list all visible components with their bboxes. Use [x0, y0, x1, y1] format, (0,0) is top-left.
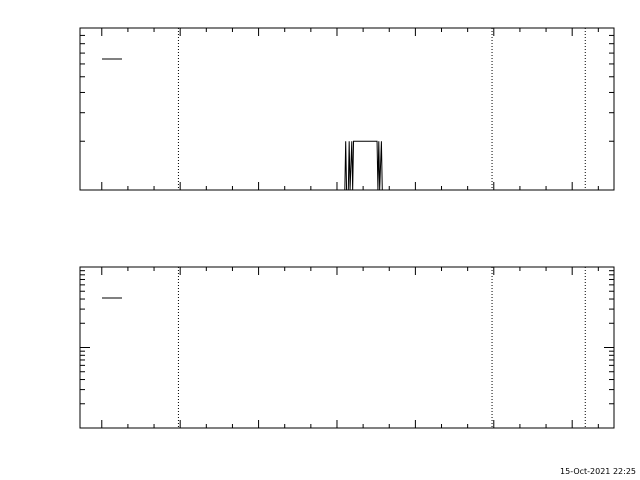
plot-frame — [79, 266, 615, 429]
hi-channel-panel — [79, 266, 615, 429]
plot-frame — [79, 27, 615, 191]
lo-channel-panel — [79, 27, 615, 191]
plot-timestamp: 15-Oct-2021 22:25 — [560, 467, 636, 476]
series-line-0 — [344, 140, 384, 191]
